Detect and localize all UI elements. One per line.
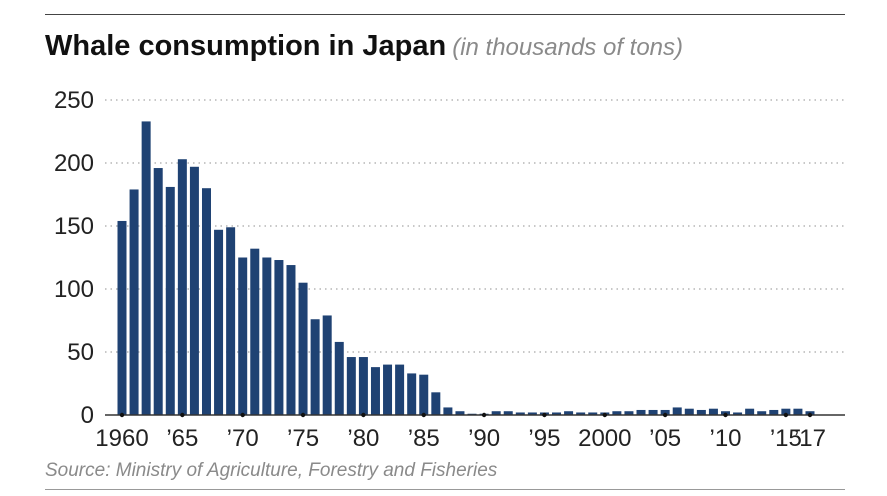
bar-2004 [648,409,658,415]
bar-1998 [576,412,586,415]
x-tick-mark [300,412,306,418]
x-tick-label: ’85 [408,425,440,452]
x-tick-label: ’80 [347,425,379,452]
bar-1999 [588,412,598,415]
y-tick-label: 200 [54,150,94,177]
x-tick-mark [361,412,366,418]
bar-1966 [189,166,199,415]
x-tick-label: ’90 [468,425,500,452]
x-tick-mark [807,412,813,418]
bar-1977 [322,315,332,415]
bar-1983 [395,364,405,415]
bar-1994 [527,412,537,415]
bar-1976 [310,319,320,415]
x-tick-label: ’05 [649,425,681,452]
top-rule [45,14,845,15]
bar-1992 [503,411,513,415]
y-tick-label: 100 [54,276,94,303]
bar-1978 [334,341,344,415]
bar-1963 [153,168,163,415]
x-tick-label: 1960 [95,425,148,452]
bar-1970 [238,257,248,415]
y-tick-label: 50 [67,339,94,366]
bar-1984 [407,373,417,415]
x-tick-mark [180,412,185,418]
bar-1969 [226,227,236,415]
source-note: Source: Ministry of Agriculture, Forestr… [45,460,498,481]
bars [117,121,815,416]
bar-1967 [201,188,211,415]
bar-1981 [370,367,380,415]
x-tick-label: ’65 [166,425,198,452]
bottom-rule [45,489,845,490]
bar-2003 [636,409,646,415]
x-tick-label: ’17 [794,425,826,452]
bar-1961 [129,189,139,415]
bar-1973 [274,260,284,415]
bar-2002 [624,411,634,415]
bar-1962 [141,121,151,416]
bar-2014 [769,409,779,415]
x-tick-mark [240,412,245,418]
bar-1980 [358,357,368,415]
x-axis-ticks: 1960 ’65 ’70 ’75 ’80 ’85 ’90 ’95 2000 ’05 ’10 ’15’1… [95,412,826,452]
x-tick-mark [481,412,487,418]
bar-2006 [672,407,682,415]
x-tick-mark [421,412,426,418]
bar-1964 [165,186,175,415]
y-tick-label: 150 [54,213,94,240]
bar-1965 [177,159,187,415]
bar-1979 [346,357,356,415]
bar-1971 [250,248,260,415]
bar-2012 [745,408,755,415]
chart-header: Whale consumption in Japan (in thousands … [45,30,683,63]
bar-1997 [564,411,574,415]
bar-2013 [757,411,767,415]
x-tick-mark [602,412,607,418]
y-tick-label: 250 [54,87,94,114]
bar-2001 [612,411,622,415]
x-tick-mark [723,412,728,418]
bar-2008 [696,409,706,415]
x-tick-label: ’70 [227,425,259,452]
x-tick-mark [662,412,668,418]
bar-1991 [491,411,501,415]
bar-1960 [117,220,127,415]
chart-title: Whale consumption in Japan [45,30,447,62]
bar-1968 [214,229,224,415]
x-tick-mark [542,412,547,418]
bar-1982 [383,364,393,415]
x-tick-label: 2000 [578,425,631,452]
bar-1996 [552,412,562,415]
bar-2016 [793,408,803,415]
y-tick-label: 0 [81,402,94,429]
bar-1974 [286,265,296,415]
y-axis-ticks: 0 50 100 150 200 250 [54,87,94,429]
x-tick-mark [119,412,125,418]
chart-subtitle: (in thousands of tons) [452,34,684,61]
bar-1993 [515,412,525,415]
bar-2011 [733,412,743,415]
bar-1986 [431,392,441,415]
bar-2005 [660,409,670,415]
x-tick-mark [783,412,789,418]
x-tick-label: ’15 [770,425,802,452]
bar-2015 [781,408,791,415]
x-tick-label: ’95 [528,425,560,452]
x-tick-label: ’75 [287,425,319,452]
bar-1972 [262,257,272,415]
bar-1988 [455,411,465,415]
bar-1985 [419,374,429,415]
bar-1987 [443,407,453,415]
x-tick-label: ’10 [709,425,741,452]
grid-lines [105,99,845,353]
bar-2009 [708,408,718,415]
bar-2007 [684,408,694,415]
bar-1975 [298,282,308,415]
